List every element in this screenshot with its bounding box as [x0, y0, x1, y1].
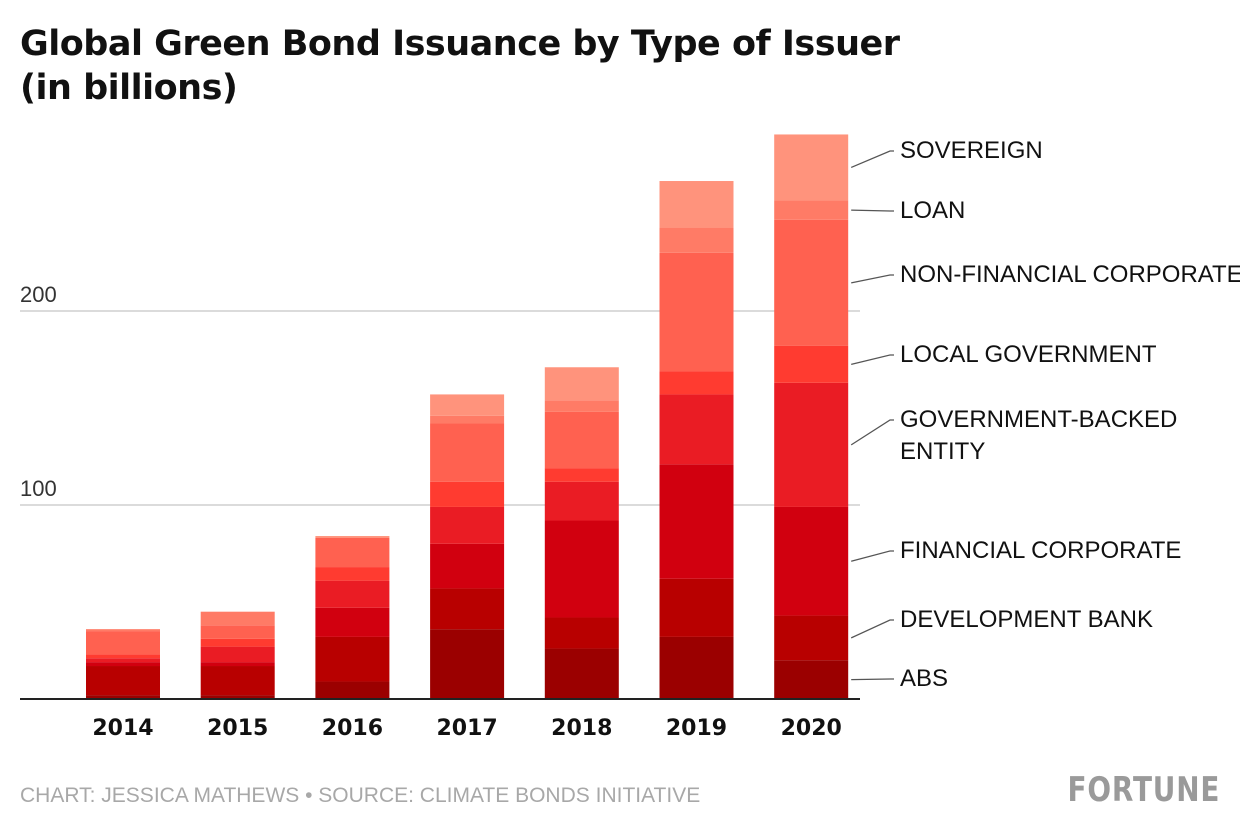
leader-line-financial-corporate [851, 550, 894, 562]
bar-segment-2020-government-backed-entity [774, 382, 849, 507]
bar-segment-2019-development-bank [659, 578, 734, 637]
bar-segment-2017-government-backed-entity [430, 506, 505, 544]
chart-title-line2: (in billions) [20, 68, 238, 108]
bar-segment-2018-financial-corporate [544, 520, 619, 618]
series-label-local-government: LOCAL GOVERNMENT [900, 341, 1157, 368]
bar-segment-2018-government-backed-entity [544, 481, 619, 521]
leader-line-sovereign [850, 150, 894, 169]
chart-title: Global Green Bond Issuance by Type of Is… [20, 22, 1020, 110]
bar-segment-2017-non-financial-corporate [430, 423, 505, 482]
leader-line-local-government [851, 354, 894, 365]
bar-segment-2016-local-government [315, 567, 390, 581]
bar-segment-2019-sovereign [659, 181, 734, 228]
bar-segment-2017-loan [430, 415, 505, 424]
brand-logo: FORTUNE [1067, 770, 1220, 810]
series-label-government-backed-entity: GOVERNMENT-BACKED [900, 406, 1177, 433]
bar-segment-2020-financial-corporate [774, 506, 849, 616]
y-tick-label-100: 100 [20, 476, 57, 501]
bar-segment-2017-local-government [430, 481, 505, 507]
series-label-non-financial-corporate: NON-FINANCIAL CORPORATE [900, 261, 1240, 288]
bar-segment-2016-government-backed-entity [315, 580, 390, 608]
bar-segment-2020-loan [774, 200, 849, 220]
bar-segment-2014-government-backed-entity [86, 658, 160, 663]
bar-segment-2019-non-financial-corporate [659, 252, 734, 372]
bar-segment-2017-abs [430, 629, 505, 699]
bar-segment-2020-abs [774, 660, 849, 699]
bar-segment-2019-local-government [659, 371, 734, 395]
series-label-financial-corporate: FINANCIAL CORPORATE [900, 537, 1181, 564]
x-tick-label-2017: 2017 [436, 716, 497, 741]
bar-segment-2019-abs [659, 636, 734, 699]
chart-title-line1: Global Green Bond Issuance by Type of Is… [20, 24, 900, 64]
leader-line-loan [851, 209, 894, 212]
bar-segment-2019-loan [659, 227, 734, 253]
bar-segment-2018-local-government [544, 468, 619, 482]
bar-segment-2017-sovereign [430, 394, 505, 416]
bar-segment-2018-abs [544, 648, 619, 699]
x-tick-label-2015: 2015 [207, 716, 268, 741]
bar-segment-2016-abs [315, 681, 390, 699]
series-label-abs: ABS [900, 665, 948, 692]
series-label-government-backed-entity-line2: ENTITY [900, 438, 985, 465]
x-tick-label-2019: 2019 [666, 716, 727, 741]
bar-segment-2019-financial-corporate [659, 464, 734, 579]
bar-segment-2018-non-financial-corporate [544, 411, 619, 469]
bar-segment-2015-development-bank [200, 666, 275, 696]
y-tick-label-200: 200 [20, 282, 57, 307]
bar-segment-2020-development-bank [774, 615, 849, 661]
leader-line-government-backed-entity [850, 419, 894, 446]
leader-line-non-financial-corporate [851, 274, 894, 284]
bar-segment-2017-financial-corporate [430, 543, 505, 589]
bar-segment-2015-abs [200, 695, 275, 699]
bar-segment-2014-financial-corporate [86, 662, 160, 667]
bar-segment-2018-loan [544, 400, 619, 412]
leader-line-abs [851, 678, 894, 681]
bar-segment-2014-abs [86, 695, 160, 699]
bar-segment-2019-government-backed-entity [659, 394, 734, 465]
bar-segment-2014-local-government [86, 654, 160, 659]
bar-segment-2015-loan [200, 611, 275, 626]
bar-segment-2020-local-government [774, 345, 849, 383]
series-label-loan: LOAN [900, 197, 965, 224]
bar-segment-2014-development-bank [86, 666, 160, 696]
x-tick-label-2014: 2014 [92, 716, 153, 741]
bar-segment-2018-development-bank [544, 617, 619, 649]
x-tick-label-2016: 2016 [322, 716, 383, 741]
x-tick-label-2020: 2020 [781, 716, 842, 741]
bar-segment-2016-financial-corporate [315, 607, 390, 637]
chart-credit: CHART: JESSICA MATHEWS • SOURCE: CLIMATE… [20, 784, 701, 807]
bar-segment-2014-non-financial-corporate [86, 631, 160, 655]
series-label-sovereign: SOVEREIGN [900, 137, 1043, 164]
bar-segment-2015-non-financial-corporate [200, 625, 275, 639]
bar-segment-2015-government-backed-entity [200, 646, 275, 663]
bar-segment-2016-sovereign [315, 536, 390, 538]
x-tick-label-2018: 2018 [551, 716, 612, 741]
bar-segment-2014-loan [86, 629, 160, 632]
bar-segment-2015-local-government [200, 638, 275, 647]
leader-line-development-bank [850, 619, 894, 639]
series-label-development-bank: DEVELOPMENT BANK [900, 606, 1153, 633]
bar-segment-2015-financial-corporate [200, 662, 275, 667]
bar-segment-2016-development-bank [315, 636, 390, 682]
bar-segment-2016-non-financial-corporate [315, 537, 390, 568]
bar-segment-2020-non-financial-corporate [774, 219, 849, 346]
bar-segment-2017-development-bank [430, 588, 505, 630]
bar-segment-2020-sovereign [774, 134, 849, 201]
bar-segment-2018-sovereign [544, 367, 619, 401]
